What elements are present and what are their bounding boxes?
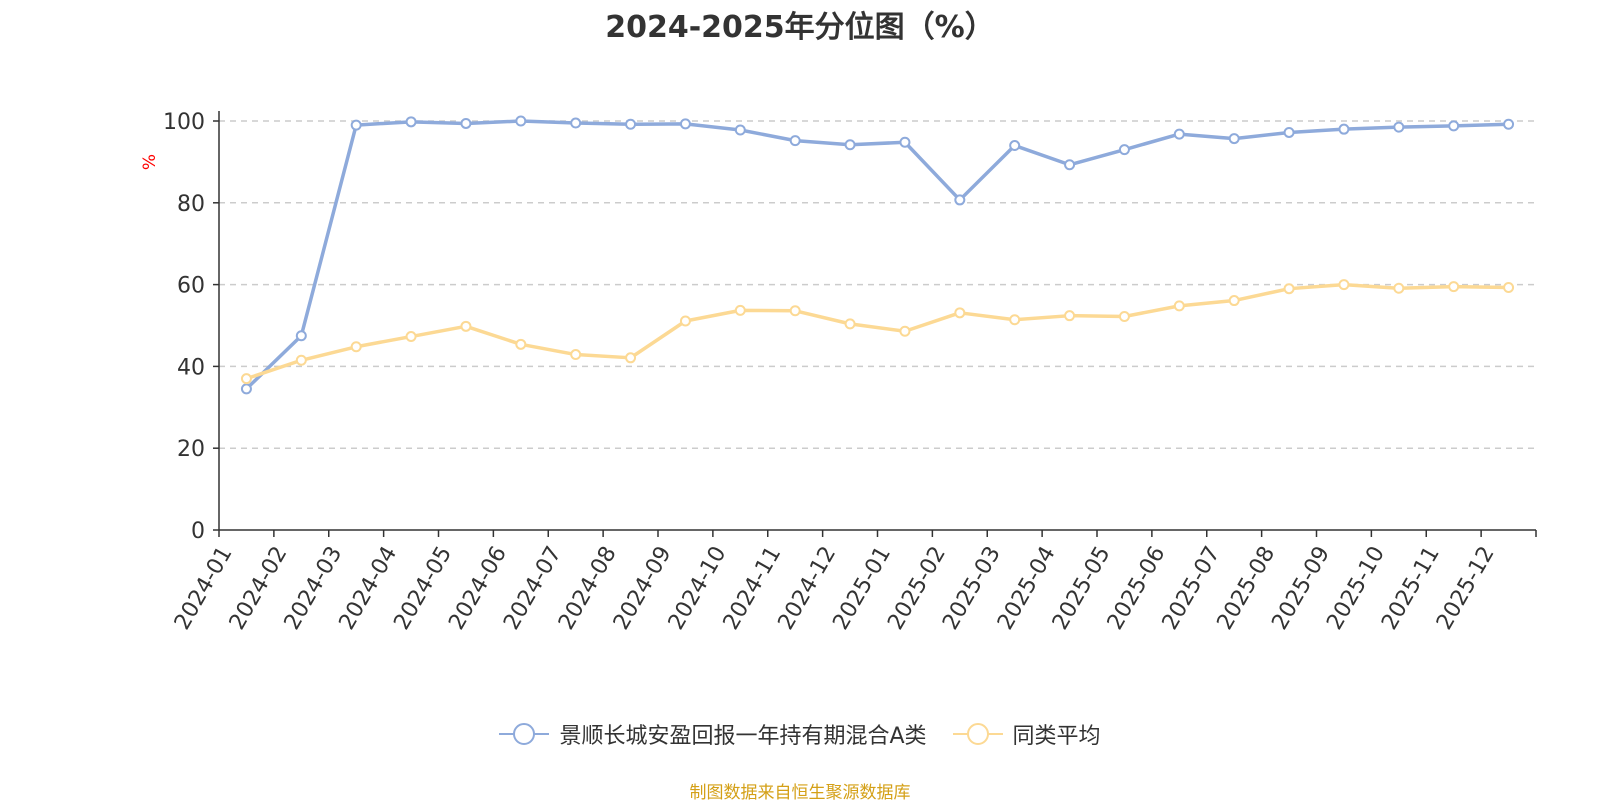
- data-point-series-2: [679, 315, 691, 327]
- series-line-1: [245, 119, 1509, 391]
- data-point-series-2: [1118, 311, 1130, 323]
- data-point-series-2: [1283, 283, 1295, 295]
- data-point-series-2: [734, 304, 746, 316]
- data-point-series-1: [1118, 144, 1130, 156]
- data-point-series-2: [405, 331, 417, 343]
- data-point-series-1: [844, 139, 856, 151]
- data-point-series-1: [625, 118, 637, 130]
- data-point-series-1: [1009, 140, 1021, 152]
- data-point-series-2: [1338, 279, 1350, 291]
- source-note: 制图数据来自恒生聚源数据库: [689, 783, 911, 803]
- chart-title: 2024-2025年分位图（%）: [605, 10, 995, 45]
- data-point-series-2: [1009, 314, 1021, 326]
- y-tick-label: 0: [191, 519, 205, 544]
- data-point-series-2: [1503, 281, 1515, 293]
- data-point-series-2: [1393, 282, 1405, 294]
- data-point-series-2: [350, 341, 362, 353]
- data-point-series-1: [570, 117, 582, 129]
- y-axis-label: %: [140, 154, 160, 170]
- series-lines: [240, 115, 1515, 395]
- data-point-series-1: [240, 383, 252, 395]
- data-point-series-2: [625, 352, 637, 364]
- y-tick-label: 60: [177, 274, 205, 299]
- y-tick-label: 20: [177, 437, 205, 462]
- data-point-series-2: [844, 318, 856, 330]
- data-point-series-1: [1064, 159, 1076, 171]
- data-point-series-2: [1173, 300, 1185, 312]
- data-point-series-1: [1393, 121, 1405, 133]
- data-point-series-1: [954, 194, 966, 206]
- data-point-series-1: [515, 115, 527, 127]
- legend-marker-series-1: [499, 723, 550, 745]
- y-tick-label: 100: [163, 110, 205, 135]
- legend-item-series-1[interactable]: 景顺长城安盈回报一年持有期混合A类: [499, 718, 927, 750]
- data-point-series-2: [789, 305, 801, 317]
- data-point-series-1: [789, 135, 801, 147]
- data-point-series-1: [1228, 133, 1240, 145]
- legend: 景顺长城安盈回报一年持有期混合A类 同类平均: [0, 718, 1600, 750]
- y-tick-label: 80: [177, 192, 205, 217]
- data-point-series-1: [734, 124, 746, 136]
- data-point-series-2: [1228, 295, 1240, 307]
- data-point-series-2: [240, 373, 252, 385]
- data-point-series-2: [899, 325, 911, 337]
- axes: 0204060801002024-012024-022024-032024-04…: [163, 110, 1537, 634]
- data-point-series-2: [570, 349, 582, 361]
- data-point-series-1: [1338, 123, 1350, 135]
- data-point-series-1: [1503, 118, 1515, 130]
- data-point-series-1: [295, 330, 307, 342]
- data-point-series-1: [679, 118, 691, 130]
- data-point-series-1: [1173, 128, 1185, 140]
- legend-marker-series-2: [952, 723, 1003, 745]
- legend-label-series-2: 同类平均: [1012, 724, 1101, 749]
- data-point-series-1: [1448, 120, 1460, 132]
- data-point-series-1: [405, 116, 417, 128]
- data-point-series-1: [899, 136, 911, 148]
- data-point-series-1: [350, 119, 362, 131]
- data-point-series-1: [1283, 126, 1295, 138]
- data-point-series-2: [954, 307, 966, 319]
- data-point-series-2: [295, 354, 307, 366]
- data-point-series-2: [1064, 310, 1076, 322]
- legend-label-series-1: 景顺长城安盈回报一年持有期混合A类: [559, 724, 927, 749]
- series-line-2: [245, 282, 1509, 381]
- data-point-series-2: [1448, 281, 1460, 293]
- data-point-series-1: [460, 117, 472, 129]
- data-point-series-2: [460, 320, 472, 332]
- data-point-series-2: [515, 338, 527, 350]
- y-tick-label: 40: [177, 355, 205, 380]
- legend-item-series-2[interactable]: 同类平均: [952, 718, 1101, 750]
